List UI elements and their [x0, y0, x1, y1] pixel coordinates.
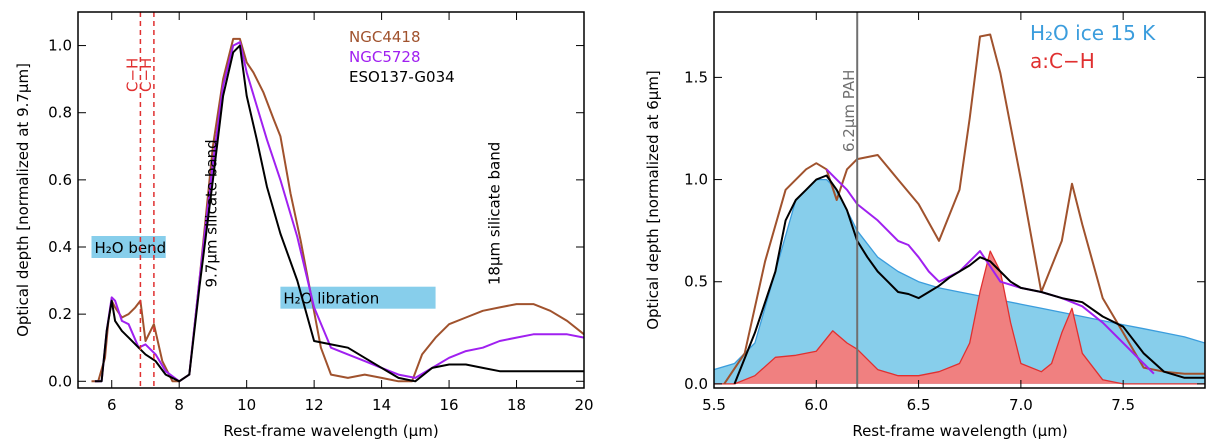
left-x-axis-label: Rest-frame wavelength (μm)	[223, 422, 438, 440]
legend-eso137: ESO137-G034	[349, 68, 455, 86]
y-tick-label-2: 0.4	[48, 238, 72, 256]
y-tick-label-2: 1.0	[684, 171, 708, 189]
x-tick-label-1: 6.0	[804, 396, 828, 414]
right-legend: H₂O ice 15 K a:C−H	[1030, 21, 1156, 73]
y-tick-label-1: 0.2	[48, 305, 72, 323]
annotation-1: 18μm silicate band	[486, 142, 504, 285]
legend-ngc4418: NGC4418	[349, 28, 421, 46]
right-plot-frame	[713, 11, 1206, 389]
band-box-0	[91, 236, 166, 258]
band-box-1	[280, 286, 436, 309]
right-panel: 6.2μm PAH 5.5 6.0 6.5 7.0 7.5 0.0 0.5 1.0 1.5 Re…	[644, 11, 1206, 440]
band-label-1: H₂O libration	[283, 290, 379, 308]
series-line-0	[91, 37, 585, 383]
band-label-0: H₂O bend	[94, 239, 166, 257]
series-line-1	[714, 250, 1205, 385]
left-plot-frame	[77, 11, 585, 389]
legend-h2o-ice: H₂O ice 15 K	[1030, 21, 1156, 45]
series-line-2	[94, 44, 584, 383]
series-line-1	[94, 41, 585, 383]
y-tick-label-4: 0.8	[48, 104, 72, 122]
x-tick-label-3: 12	[305, 396, 324, 414]
series-fill-0	[714, 179, 1205, 384]
legend-ach: a:C−H	[1030, 49, 1095, 73]
x-tick-label-1: 8	[174, 396, 184, 414]
x-tick-label-0: 6	[107, 396, 117, 414]
x-tick-label-5: 16	[440, 396, 459, 414]
annotation-0: 9.7μm silicate band	[202, 139, 220, 287]
vline-label-0: C−H	[123, 58, 141, 92]
x-tick-label-2: 6.5	[907, 396, 931, 414]
vline-label-1: C−H	[137, 58, 155, 92]
x-tick-label-4: 14	[372, 396, 391, 414]
x-tick-label-0: 5.5	[702, 396, 726, 414]
y-tick-label-3: 0.6	[48, 171, 72, 189]
x-tick-label-7: 20	[574, 396, 593, 414]
right-y-axis-label: Optical depth [normalized at 6μm]	[644, 70, 662, 330]
series-fill-1	[714, 251, 1205, 384]
y-tick-label-1: 0.5	[684, 273, 708, 291]
legend-ngc5728: NGC5728	[349, 48, 421, 66]
x-tick-label-2: 10	[237, 396, 256, 414]
y-tick-label-0: 0.0	[48, 372, 72, 390]
left-y-axis-label: Optical depth [normalized at 9.7μm]	[14, 63, 32, 337]
x-tick-label-4: 7.5	[1111, 396, 1135, 414]
left-legend: NGC4418 NGC5728 ESO137-G034	[349, 28, 455, 86]
right-x-axis-label: Rest-frame wavelength (μm)	[852, 422, 1067, 440]
series-line-2	[723, 33, 1205, 385]
left-panel: H₂O bend H₂O libration C−HC−H 6 8 10 12 14 16 1…	[14, 11, 594, 440]
x-tick-label-6: 18	[507, 396, 526, 414]
right-series-group	[714, 33, 1205, 385]
y-tick-label-5: 1.0	[48, 37, 72, 55]
x-tick-label-3: 7.0	[1009, 396, 1033, 414]
y-tick-label-3: 1.5	[684, 68, 708, 86]
series-line-4	[733, 174, 1205, 385]
vline-label-0: 6.2μm PAH	[840, 70, 858, 152]
left-series-group	[91, 37, 585, 383]
y-tick-label-0: 0.0	[684, 375, 708, 393]
